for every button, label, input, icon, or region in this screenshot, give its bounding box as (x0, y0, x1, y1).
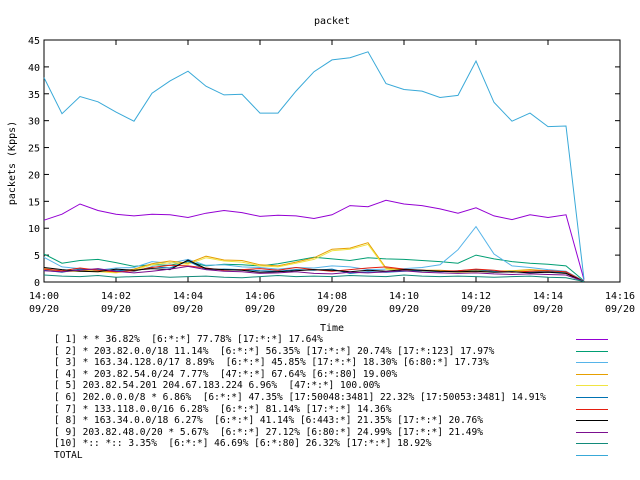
legend-label: [ 1] * * 36.82% [6:*:*] 77.78% [17:*:*] … (54, 334, 323, 345)
y-tick-label: 20 (28, 170, 40, 181)
legend-swatch (576, 443, 608, 445)
y-tick-label: 10 (28, 224, 40, 235)
series-line-11 (43, 51, 585, 280)
x-tick-date-label: 09/20 (245, 304, 275, 315)
x-tick-date-label: 09/20 (317, 304, 347, 315)
x-tick-time-label: 14:06 (245, 291, 275, 302)
plot-axes (43, 39, 621, 283)
legend-label: [ 5] 203.82.54.201 204.67.183.224 6.96% … (54, 380, 381, 392)
plot-frame (43, 39, 621, 283)
x-tick-date-label: 09/20 (461, 304, 491, 315)
x-tick-time-label: 14:16 (605, 291, 635, 302)
legend-item: [ 2] * 203.82.0.0/18 11.14% [6:*:*] 56.3… (54, 346, 634, 358)
series-line-1 (43, 199, 585, 280)
legend-swatch (576, 431, 608, 433)
x-tick-date-label: 09/20 (605, 304, 635, 315)
x-tick-date-label: 09/20 (533, 304, 563, 315)
legend-label: [ 2] * 203.82.0.0/18 11.14% [6:*:*] 56.3… (54, 345, 495, 357)
legend-item: [ 6] 202.0.0.0/8 * 6.86% [6:*:*] 47.35% … (54, 392, 634, 404)
x-tick-time-label: 14:10 (389, 291, 419, 302)
legend-swatch (576, 396, 608, 398)
legend-item: [ 9] 203.82.48.0/20 * 5.67% [6:*:*] 27.1… (54, 427, 634, 439)
y-tick-label: 30 (28, 117, 40, 128)
x-tick-time-label: 14:08 (317, 291, 347, 302)
legend-swatch (576, 408, 608, 410)
series-line-10 (43, 274, 585, 282)
legend-item: [ 1] * * 36.82% [6:*:*] 77.78% [17:*:*] … (54, 334, 634, 346)
x-tick-time-label: 14:00 (29, 291, 59, 302)
legend-swatch (576, 373, 608, 375)
legend-label: [ 8] * 163.34.0.0/18 6.27% [6:*:*] 41.14… (54, 415, 483, 427)
y-tick-label: 15 (28, 197, 40, 208)
y-tick-label: 5 (34, 251, 40, 262)
y-axis-ticks: 0 5 10 15 20 25 30 35 40 45 (28, 36, 620, 289)
series-line-8 (43, 259, 585, 282)
legend-label: [ 4] * 203.82.54.0/24 7.77% [47:*:*] 67.… (54, 368, 398, 380)
x-tick-time-label: 14:02 (101, 291, 131, 302)
legend-label: [ 7] * 133.118.0.0/16 6.28% [6:*:*] 81.1… (54, 403, 392, 415)
y-tick-label: 45 (28, 36, 40, 47)
legend-swatch (576, 385, 608, 387)
legend: [ 1] * * 36.82% [6:*:*] 77.78% [17:*:*] … (54, 334, 634, 462)
legend-label: [ 6] 202.0.0.0/8 * 6.86% [6:*:*] 47.35% … (54, 391, 546, 403)
x-tick-date-label: 09/20 (389, 304, 419, 315)
y-tick-label: 0 (34, 278, 40, 289)
series-layer (43, 51, 585, 282)
x-axis-ticks: 14:00 09/20 14:02 09/20 14:04 09/20 14:06 09/20… (29, 40, 635, 315)
x-tick-time-label: 14:04 (173, 291, 203, 302)
legend-item: TOTAL (54, 450, 634, 462)
legend-swatch (576, 420, 608, 422)
legend-item: [ 4] * 203.82.54.0/24 7.77% [47:*:*] 67.… (54, 369, 634, 381)
chart-title: packet (314, 16, 350, 27)
y-axis-label: packets (Kpps) (7, 121, 18, 205)
y-tick-label: 35 (28, 90, 40, 101)
x-tick-time-label: 14:14 (533, 291, 563, 302)
legend-label: TOTAL (54, 449, 83, 461)
legend-swatch (576, 350, 608, 352)
legend-swatch (576, 454, 608, 456)
legend-item: [ 3] * 163.34.128.0/17 8.89% [6:*:*] 45.… (54, 357, 634, 369)
x-axis-label: Time (320, 323, 344, 334)
x-tick-time-label: 14:12 (461, 291, 491, 302)
legend-item: [ 5] 203.82.54.201 204.67.183.224 6.96% … (54, 380, 634, 392)
x-tick-date-label: 09/20 (29, 304, 59, 315)
series-line-9 (43, 265, 585, 282)
x-tick-date-label: 09/20 (101, 304, 131, 315)
y-tick-label: 40 (28, 63, 40, 74)
legend-item: [ 8] * 163.34.0.0/18 6.27% [6:*:*] 41.14… (54, 415, 634, 427)
legend-item: [ 7] * 133.118.0.0/16 6.28% [6:*:*] 81.1… (54, 404, 634, 416)
legend-label: [ 9] 203.82.48.0/20 * 5.67% [6:*:*] 27.1… (54, 426, 483, 438)
x-tick-date-label: 09/20 (173, 304, 203, 315)
legend-label: [10] *:: *:: 3.35% [6:*:*] 46.69% [6:*:8… (54, 438, 432, 450)
legend-item: [10] *:: *:: 3.35% [6:*:*] 46.69% [6:*:8… (54, 438, 634, 450)
y-tick-label: 25 (28, 144, 40, 155)
series-line-3 (43, 225, 585, 282)
legend-swatch (576, 362, 608, 364)
legend-swatch (576, 339, 608, 340)
legend-label: [ 3] * 163.34.128.0/17 8.89% [6:*:*] 45.… (54, 357, 489, 369)
